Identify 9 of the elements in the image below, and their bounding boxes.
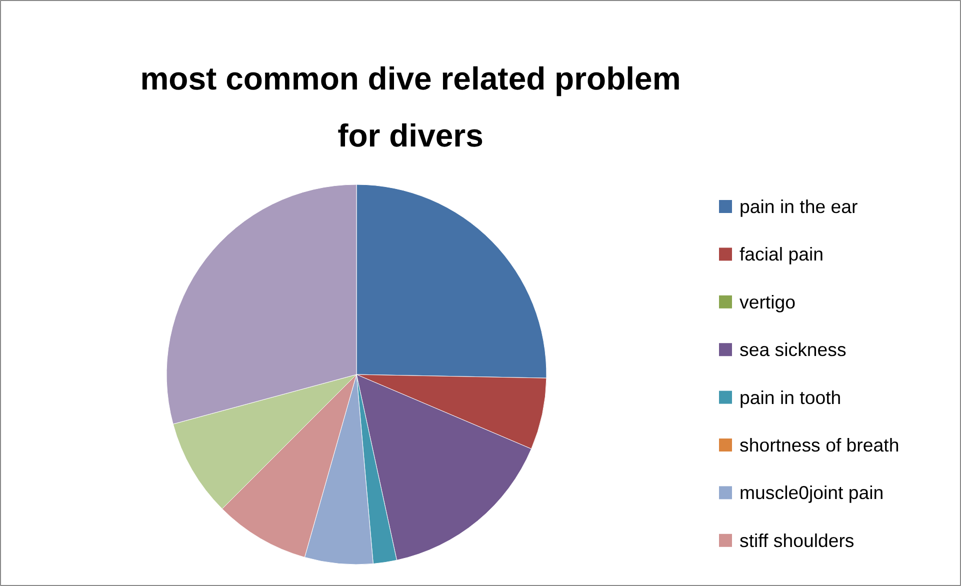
legend-label: stiff shoulders (740, 530, 854, 551)
chart-title: most common dive related problem for divers (140, 60, 681, 154)
legend-label: pain in tooth (740, 386, 842, 408)
legend-label: sea sickness (740, 339, 846, 360)
legend-label: pain in the ear (740, 196, 858, 217)
legend-label: vertigo (740, 291, 796, 312)
legend-label: muscle0joint pain (740, 482, 884, 504)
legend-label: facial pain (740, 244, 824, 265)
legend-label: shortness of breath (740, 434, 900, 456)
